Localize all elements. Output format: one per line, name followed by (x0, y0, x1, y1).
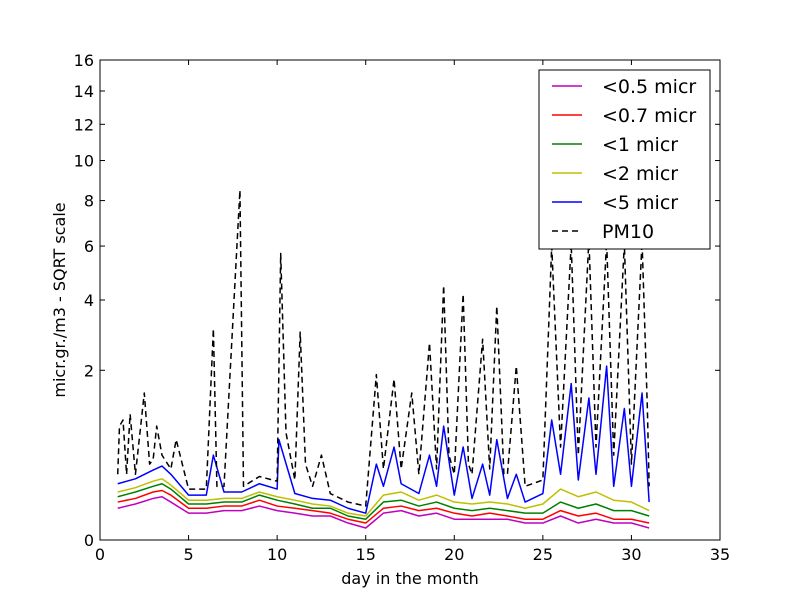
legend-label-3: <2 micr (602, 163, 678, 185)
series-layer (116, 189, 650, 529)
y-tick-label-8: 16 (74, 51, 94, 70)
y-tick-label-1: 2 (84, 361, 94, 380)
x-tick-label-2: 10 (267, 545, 287, 564)
y-tick-label-3: 6 (84, 237, 94, 256)
y-tick-label-6: 12 (74, 115, 94, 134)
ticks-layer: 0 5 10 15 20 25 30 35 0 2 4 6 8 10 12 14 16 (74, 51, 731, 564)
legend-label-4: <5 micr (602, 192, 678, 214)
series-line-3 (117, 478, 650, 517)
y-tick-label-7: 14 (74, 82, 94, 101)
series-line-0 (117, 495, 650, 529)
x-tick-label-1: 5 (183, 545, 193, 564)
series-line-2 (117, 482, 650, 520)
x-tick-label-0: 0 (95, 545, 105, 564)
x-tick-label-4: 20 (444, 545, 464, 564)
y-tick-label-4: 8 (84, 192, 94, 211)
legend-label-5: PM10 (602, 221, 654, 243)
x-tick-label-7: 35 (710, 545, 730, 564)
series-line-5 (116, 189, 650, 507)
y-tick-label-2: 4 (84, 291, 94, 310)
y-tick-label-0: 0 (84, 531, 94, 550)
x-tick-label-3: 15 (356, 545, 376, 564)
legend: <0.5 micr <0.7 micr <1 micr <2 micr <5 micr P… (538, 69, 711, 250)
x-axis-label: day in the month (341, 569, 478, 588)
x-tick-label-5: 25 (533, 545, 553, 564)
y-tick-label-5: 10 (74, 152, 94, 171)
y-axis-label: micr.gr./m3 - SQRT scale (50, 202, 69, 397)
series-line-1 (117, 489, 650, 524)
x-tick-label-6: 30 (621, 545, 641, 564)
legend-label-1: <0.7 micr (602, 105, 696, 127)
legend-label-2: <1 micr (602, 134, 678, 156)
legend-label-0: <0.5 micr (602, 76, 696, 98)
legend-box (538, 69, 711, 250)
